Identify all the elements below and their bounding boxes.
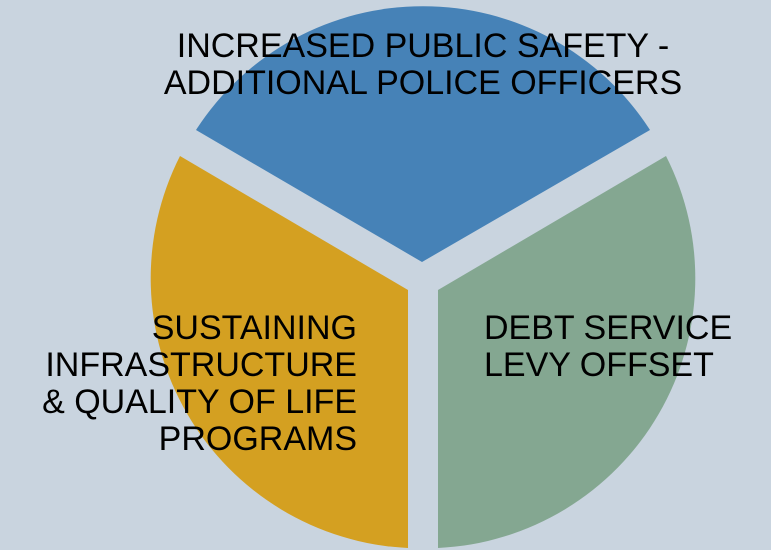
segment-top-label-line: ADDITIONAL POLICE OFFICERS [163,64,683,102]
segment-top-label-line: INCREASED PUBLIC SAFETY - [176,27,670,65]
segment-left-label-line: & QUALITY OF LIFE [42,383,357,421]
segment-top [196,6,650,263]
segment-left [150,156,408,548]
segment-right [438,156,696,548]
segment-right-label: DEBT SERVICE LEVY OFFSET [484,310,732,384]
segment-right-label-line: LEVY OFFSET [484,346,714,384]
segment-left-label-line: PROGRAMS [158,420,357,458]
segment-left-label: SUSTAINING INFRASTRUCTURE & QUALITY OF L… [0,310,357,458]
segment-top-label: INCREASED PUBLIC SAFETY - ADDITIONAL POL… [0,28,771,102]
segment-left-label-line: SUSTAINING [151,309,357,347]
segment-right-label-line: DEBT SERVICE [484,309,733,347]
segment-left-label-line: INFRASTRUCTURE [45,346,357,384]
